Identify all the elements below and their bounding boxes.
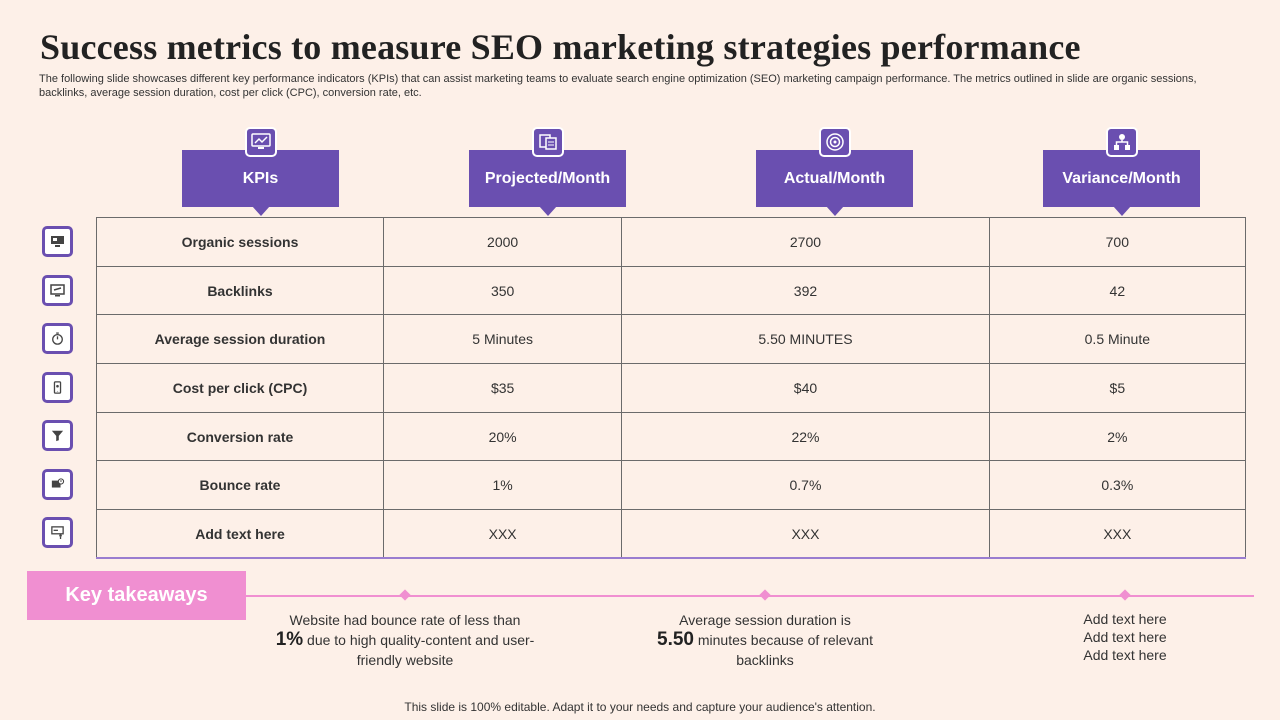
dashboard-icon	[245, 127, 277, 157]
kpi-table: Organic sessions 2000 2700 700 Backlinks…	[96, 217, 1247, 560]
takeaway-marker	[1119, 589, 1131, 601]
table-row: Bounce rate 1% 0.7% 0.3%	[96, 460, 1247, 511]
column-header-projected: Projected/Month	[469, 150, 626, 216]
projected-value: XXX	[382, 509, 623, 560]
laptop-alert-icon	[42, 469, 73, 500]
kpi-name: Average session duration	[96, 314, 384, 365]
stopwatch-icon	[42, 323, 73, 354]
takeaway-session-duration: Average session duration is 5.50 minutes…	[635, 610, 895, 670]
takeaway-marker	[759, 589, 771, 601]
takeaway-divider	[240, 595, 1254, 597]
table-row: Backlinks 350 392 42	[96, 265, 1247, 316]
table-row: Add text here XXX XXX XXX	[96, 509, 1247, 560]
projected-value: 5 Minutes	[382, 314, 623, 365]
actual-value: XXX	[621, 509, 990, 560]
actual-value: $40	[621, 363, 990, 413]
variance-value: 42	[988, 265, 1247, 316]
kpi-name: Add text here	[96, 509, 384, 560]
projected-value: $35	[382, 363, 623, 413]
monitor-icon	[42, 226, 73, 257]
takeaway-highlight: 5.50	[657, 629, 694, 650]
column-header-variance: Variance/Month	[1043, 150, 1200, 216]
takeaway-text: Average session duration is	[679, 612, 851, 628]
actual-value: 5.50 MINUTES	[621, 314, 990, 365]
actual-value: 22%	[621, 411, 990, 462]
kpi-name: Backlinks	[96, 265, 384, 316]
variance-value: 2%	[988, 411, 1247, 462]
actual-value: 392	[621, 265, 990, 316]
table-row: Average session duration 5 Minutes 5.50 …	[96, 314, 1247, 365]
takeaway-text: minutes because of relevant backlinks	[697, 632, 873, 668]
kpi-name: Conversion rate	[96, 411, 384, 462]
page-title: Success metrics to measure SEO marketing…	[40, 27, 1081, 67]
table-row: Organic sessions 2000 2700 700	[96, 217, 1247, 267]
takeaway-placeholder: Add text here Add text here Add text her…	[995, 610, 1255, 664]
takeaway-marker	[399, 589, 411, 601]
takeaway-highlight: 1%	[275, 629, 304, 650]
projected-value: 20%	[382, 411, 623, 462]
projected-value: 2000	[382, 217, 623, 267]
takeaway-text: Website had bounce rate of less than	[289, 612, 521, 628]
footer-note: This slide is 100% editable. Adapt it to…	[404, 700, 876, 714]
table-row: Cost per click (CPC) $35 $40 $5	[96, 363, 1247, 413]
column-header-kpis: KPIs	[182, 150, 339, 216]
takeaway-text: Add text here	[1083, 629, 1167, 645]
variance-value: 700	[988, 217, 1247, 267]
target-icon	[819, 127, 851, 157]
kpi-name: Bounce rate	[96, 460, 384, 511]
actual-value: 2700	[621, 217, 990, 267]
kpi-name: Cost per click (CPC)	[96, 363, 384, 413]
documents-icon	[532, 127, 564, 157]
takeaway-text: Add text here	[1083, 647, 1167, 663]
mobile-click-icon	[42, 372, 73, 403]
variance-value: XXX	[988, 509, 1247, 560]
network-icon	[1106, 127, 1138, 157]
takeaway-text: Add text here	[1083, 611, 1167, 627]
variance-value: 0.3%	[988, 460, 1247, 511]
funnel-icon	[42, 420, 73, 451]
takeaway-bounce-rate: Website had bounce rate of less than 1% …	[275, 610, 535, 670]
variance-value: 0.5 Minute	[988, 314, 1247, 365]
variance-value: $5	[988, 363, 1247, 413]
takeaway-text: due to high quality-content and user-fri…	[307, 632, 535, 668]
column-header-actual: Actual/Month	[756, 150, 913, 216]
projected-value: 350	[382, 265, 623, 316]
link-screen-icon	[42, 275, 73, 306]
page-subtitle: The following slide showcases different …	[39, 73, 1197, 99]
presentation-icon	[42, 517, 73, 548]
table-row: Conversion rate 20% 22% 2%	[96, 411, 1247, 462]
actual-value: 0.7%	[621, 460, 990, 511]
projected-value: 1%	[382, 460, 623, 511]
key-takeaways-label: Key takeaways	[27, 571, 246, 620]
kpi-name: Organic sessions	[96, 217, 384, 267]
